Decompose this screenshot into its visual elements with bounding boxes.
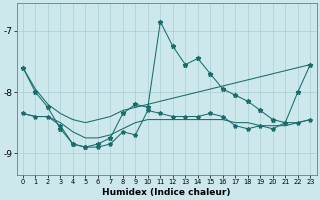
X-axis label: Humidex (Indice chaleur): Humidex (Indice chaleur) [102, 188, 231, 197]
